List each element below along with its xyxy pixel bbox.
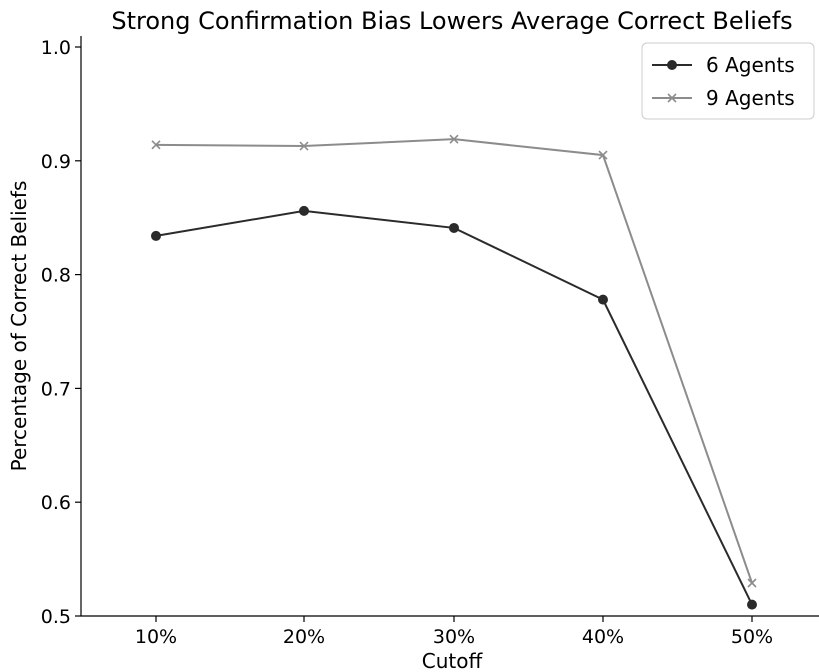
- data-point: [299, 141, 309, 151]
- series-9-agents: [151, 134, 757, 588]
- data-point: [598, 294, 608, 305]
- legend-entry: 9 Agents: [652, 86, 795, 110]
- series-line: [155, 209, 753, 606]
- data-point: [449, 134, 459, 144]
- y-tick-label: 0.7: [41, 378, 71, 400]
- plot-frame: [80, 36, 819, 617]
- data-point: [747, 578, 757, 588]
- legend-marker: [667, 93, 677, 103]
- series-layer: [151, 134, 757, 610]
- x-tick-label: 40%: [582, 626, 624, 648]
- y-tick-label: 1.0: [41, 37, 71, 59]
- y-tick-label: 0.6: [41, 492, 71, 514]
- y-tick-label: 0.5: [41, 606, 71, 628]
- y-axis-ticks: 0.5 0.6 0.7 0.8 0.9 1.0: [41, 37, 81, 628]
- legend-entry: 6 Agents: [652, 53, 795, 77]
- data-point: [151, 140, 161, 150]
- series-6-agents: [151, 205, 757, 610]
- x-axis-ticks: 10% 20% 30% 40% 50%: [135, 616, 773, 648]
- data-point: [151, 230, 161, 241]
- x-tick-label: 10%: [135, 626, 177, 648]
- data-point: [747, 599, 757, 610]
- y-tick-label: 0.9: [41, 151, 71, 173]
- x-tick-label: 50%: [731, 626, 773, 648]
- x-tick-label: 20%: [283, 626, 325, 648]
- data-point: [299, 205, 309, 216]
- legend-marker: [667, 60, 677, 70]
- legend-box: [641, 42, 815, 120]
- data-point: [449, 222, 459, 233]
- x-axis-label: Cutoff: [422, 649, 484, 672]
- chart-title: Strong Confirmation Bias Lowers Average …: [111, 7, 792, 35]
- legend-label: 6 Agents: [706, 53, 795, 77]
- data-point: [598, 150, 608, 160]
- series-line: [155, 138, 753, 584]
- legend-label: 9 Agents: [706, 86, 795, 110]
- x-tick-label: 30%: [433, 626, 475, 648]
- legend: 6 Agents 9 Agents: [641, 42, 815, 120]
- y-axis-label: Percentage of Correct Beliefs: [7, 181, 31, 472]
- y-tick-label: 0.8: [41, 265, 71, 287]
